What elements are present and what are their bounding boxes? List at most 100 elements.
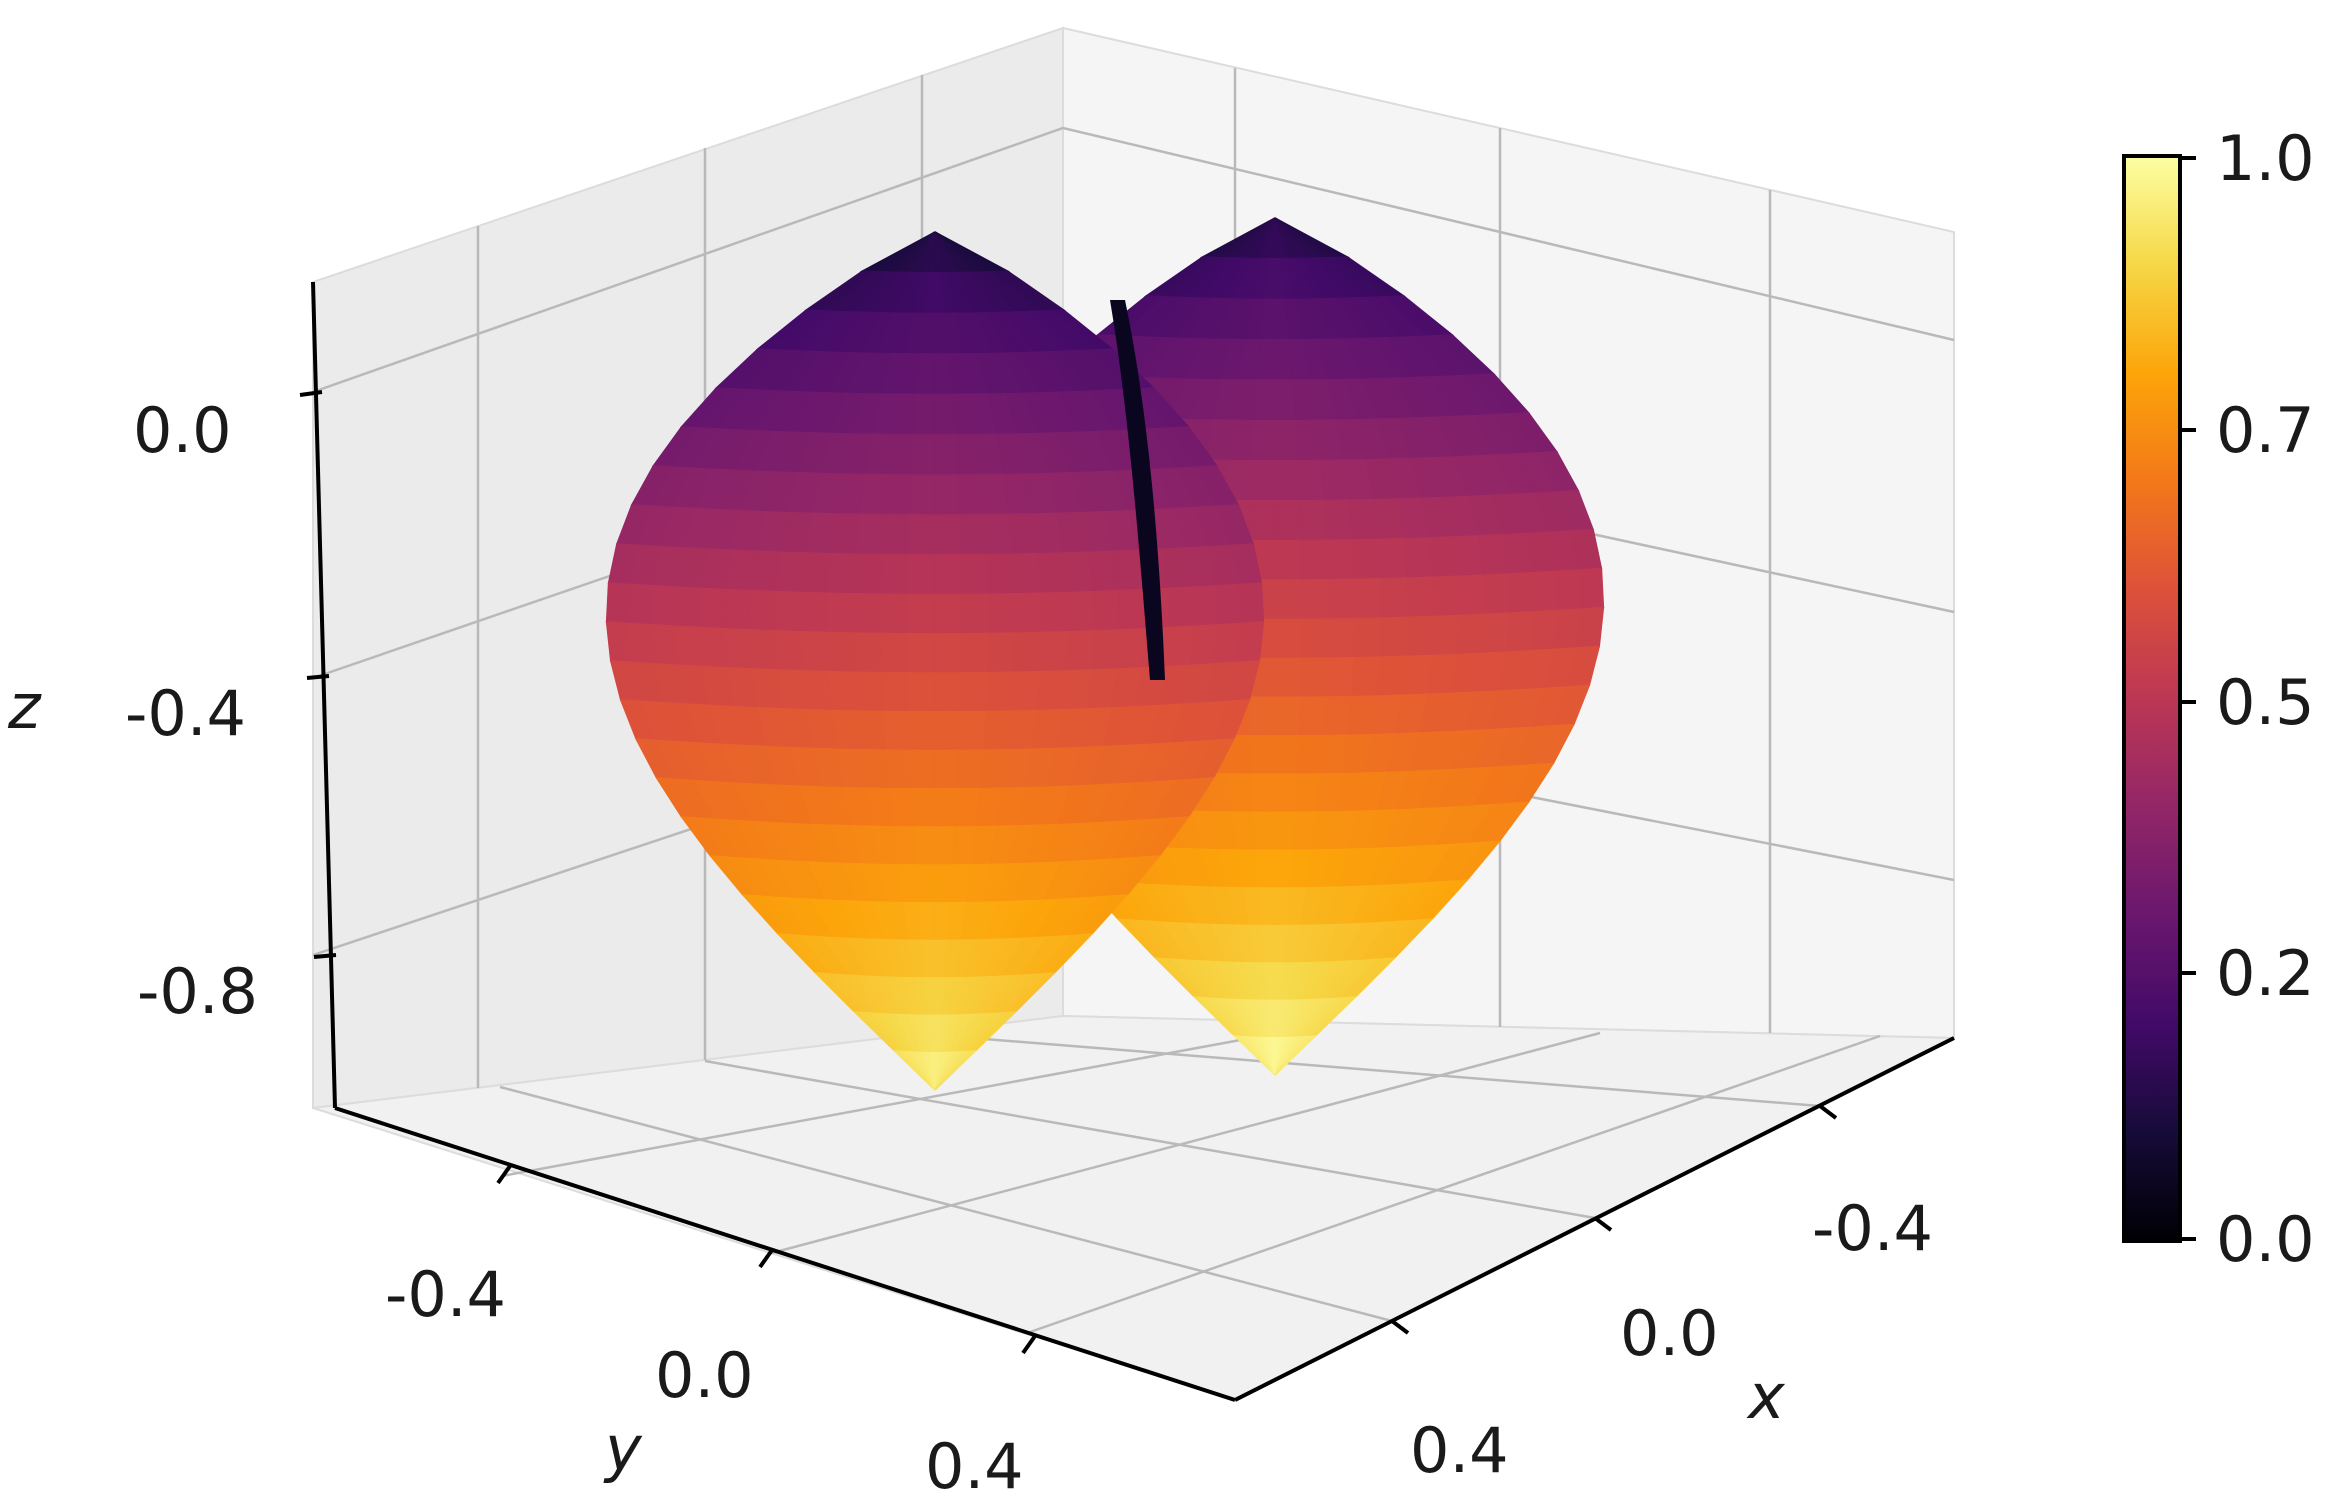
surface-patch	[1063, 551, 1095, 594]
surface-patch	[1326, 539, 1356, 581]
z-axis-line	[311, 281, 337, 1109]
surface-patch	[1248, 696, 1276, 737]
surface-patch	[1228, 419, 1255, 462]
surface-patch	[651, 623, 680, 667]
surface-patch	[934, 434, 959, 476]
surface-patch	[775, 590, 804, 633]
z-tick-0	[299, 390, 323, 397]
z-tick-label-2: -0.8	[137, 955, 258, 1028]
surface-patch	[1530, 609, 1559, 652]
surface-patch	[1092, 589, 1121, 632]
y-axis: -0.4 0.0 0.4 y	[385, 1164, 1037, 1503]
surface-patch	[1274, 735, 1301, 776]
grid-floor-4	[499, 1085, 1393, 1323]
surface-patch	[985, 671, 1016, 713]
surface-patch	[1274, 499, 1302, 542]
surface-patch	[1248, 499, 1276, 542]
surface-patch	[828, 670, 859, 712]
surface-patch	[880, 553, 910, 596]
surface-patch	[1377, 537, 1409, 580]
surface-patch	[1274, 773, 1299, 814]
grid-floor-2	[767, 1031, 1601, 1256]
surface-patch	[1167, 586, 1195, 629]
surface-patch	[1238, 582, 1265, 625]
surface-patch	[908, 711, 936, 752]
surface-patch	[958, 710, 988, 752]
surface-patch	[1065, 630, 1095, 672]
cb-tick-label-1: 0.7	[2216, 394, 2315, 467]
surface-patch	[911, 788, 936, 828]
surface-patch	[1039, 631, 1069, 673]
z-tick-2	[313, 953, 337, 959]
surface-patch	[1190, 623, 1219, 667]
surface-patch	[827, 552, 858, 595]
x-tick-2	[1390, 1319, 1410, 1335]
surface-patch	[801, 591, 830, 634]
surface-patch	[1300, 539, 1330, 581]
y-tick-label-1: 0.0	[655, 1339, 754, 1412]
surface-patch	[987, 632, 1017, 674]
surface-patch	[699, 587, 727, 630]
x-tick-1	[1593, 1216, 1613, 1232]
surface-patch	[831, 709, 863, 751]
surface-patch	[983, 710, 1013, 751]
z-axis: 0.0 -0.4 -0.8 z	[7, 390, 337, 1028]
surface-patch	[1353, 617, 1383, 659]
surface-patch	[854, 553, 884, 595]
surface-patch	[1255, 849, 1276, 889]
surface-patch	[1354, 578, 1383, 620]
z-tick-label-0: 0.0	[133, 394, 232, 467]
surface-patch	[1258, 887, 1276, 927]
surface-patch	[1297, 459, 1326, 502]
surface-patch	[986, 553, 1016, 595]
surface-patch	[960, 553, 990, 596]
surface-patch	[934, 633, 963, 674]
z-tick-1	[306, 674, 330, 680]
surface-patch	[801, 552, 833, 594]
surface-patch	[957, 749, 985, 790]
surface-patch	[960, 632, 990, 674]
x-tick-0	[1818, 1104, 1838, 1120]
surface-patch	[881, 671, 911, 713]
surface-patch	[907, 633, 936, 674]
surface-patch	[983, 513, 1014, 556]
surface-patch	[853, 593, 883, 635]
surface-patch	[882, 514, 911, 556]
z-tick-label-1: -0.4	[125, 677, 246, 750]
surface-patch	[934, 672, 963, 713]
surface-patch	[1327, 578, 1357, 620]
surface-patch	[909, 749, 936, 790]
surface-patch	[987, 593, 1017, 635]
x-axis: -0.4 0.0 0.4 x	[1390, 1104, 1933, 1487]
surface-patch	[1274, 579, 1303, 621]
surface-patch	[857, 710, 887, 751]
surface-patch	[888, 787, 916, 828]
surface-patch	[1274, 618, 1303, 660]
surface-patch	[749, 629, 779, 671]
surface-patch	[1555, 569, 1582, 612]
surface-patch	[918, 902, 936, 942]
surface-patch	[911, 434, 936, 476]
surface-patch	[1431, 614, 1461, 657]
surface-patch	[776, 669, 809, 711]
surface-patch	[1299, 657, 1329, 698]
surface-patch	[827, 592, 856, 634]
surface-patch	[802, 670, 834, 712]
surface-patch	[909, 474, 936, 516]
surface-patch	[934, 711, 962, 752]
surface-patch	[1325, 656, 1356, 698]
surface-patch	[699, 626, 729, 669]
surface-patch	[1274, 539, 1303, 581]
surface-patch	[880, 593, 910, 635]
y-axis-line	[334, 1106, 1236, 1402]
surface-patch	[934, 788, 959, 828]
surface-patch	[916, 353, 936, 396]
surface-patch	[1249, 735, 1276, 776]
surface-plot	[605, 217, 1605, 1091]
y-tick-2	[1021, 1334, 1037, 1355]
surface-patch	[1261, 924, 1276, 964]
surface-patch	[1166, 625, 1196, 668]
surface-patch	[605, 582, 632, 625]
surface-patch	[1380, 577, 1409, 619]
